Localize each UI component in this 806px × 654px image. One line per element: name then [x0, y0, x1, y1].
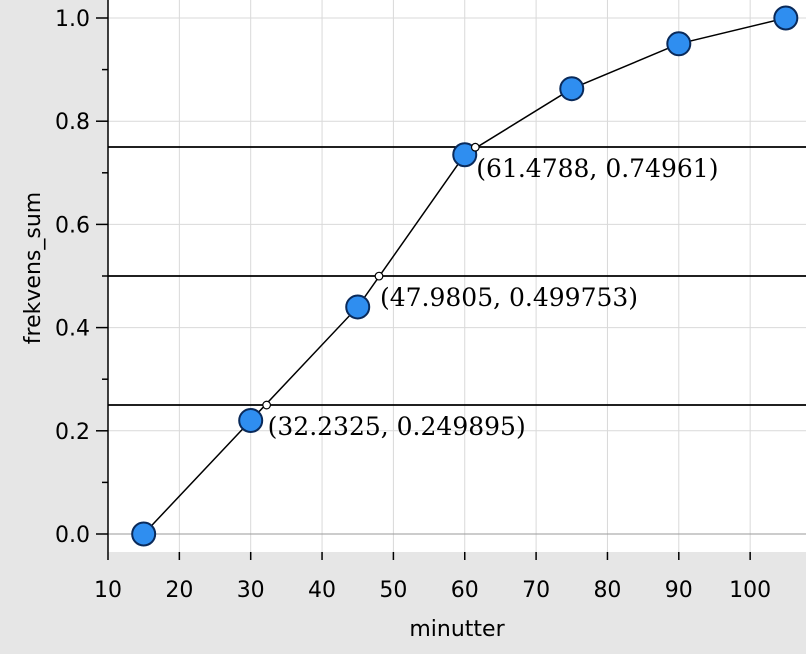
intersection-label: (61.4788, 0.74961)	[476, 154, 718, 183]
x-tick-label: 30	[237, 578, 265, 603]
intersection-label: (47.9805, 0.499753)	[380, 283, 638, 312]
x-tick-label: 40	[308, 578, 336, 603]
x-tick-label: 60	[451, 578, 479, 603]
intersection-point	[262, 400, 272, 410]
y-tick-label: 0.8	[55, 110, 90, 135]
y-tick-label: 0.6	[55, 213, 90, 238]
data-point	[666, 31, 692, 57]
x-tick-label: 10	[94, 578, 122, 603]
data-point	[345, 294, 371, 320]
x-axis-title: minutter	[409, 617, 505, 642]
x-tick-label: 90	[665, 578, 693, 603]
y-tick-label: 0.2	[55, 420, 90, 445]
intersection-label: (32.2325, 0.249895)	[268, 412, 526, 441]
intersection-point	[374, 271, 384, 281]
x-tick-label: 20	[165, 578, 193, 603]
y-axis-title: frekvens_sum	[21, 192, 46, 344]
y-tick-label: 1.0	[55, 7, 90, 32]
y-tick-label: 0.0	[55, 523, 90, 548]
intersection-layer: (32.2325, 0.249895) (47.9805, 0.499753) (6…	[262, 142, 718, 441]
data-point	[238, 407, 264, 433]
data-point	[131, 521, 157, 547]
x-tick-label: 70	[522, 578, 550, 603]
data-point	[559, 76, 585, 102]
data-point	[452, 142, 478, 168]
x-tick-label: 50	[379, 578, 407, 603]
y-tick-label: 0.4	[55, 317, 90, 342]
x-tick-label: 100	[729, 578, 771, 603]
series-layer	[131, 5, 799, 547]
data-point	[773, 5, 799, 31]
axes: 0.0 0.2 0.4 0.6 0.8 1.0 10 20 30 40 50 60 70 80 90 100	[55, 0, 771, 603]
intersection-point	[470, 142, 480, 152]
x-tick-label: 80	[593, 578, 621, 603]
